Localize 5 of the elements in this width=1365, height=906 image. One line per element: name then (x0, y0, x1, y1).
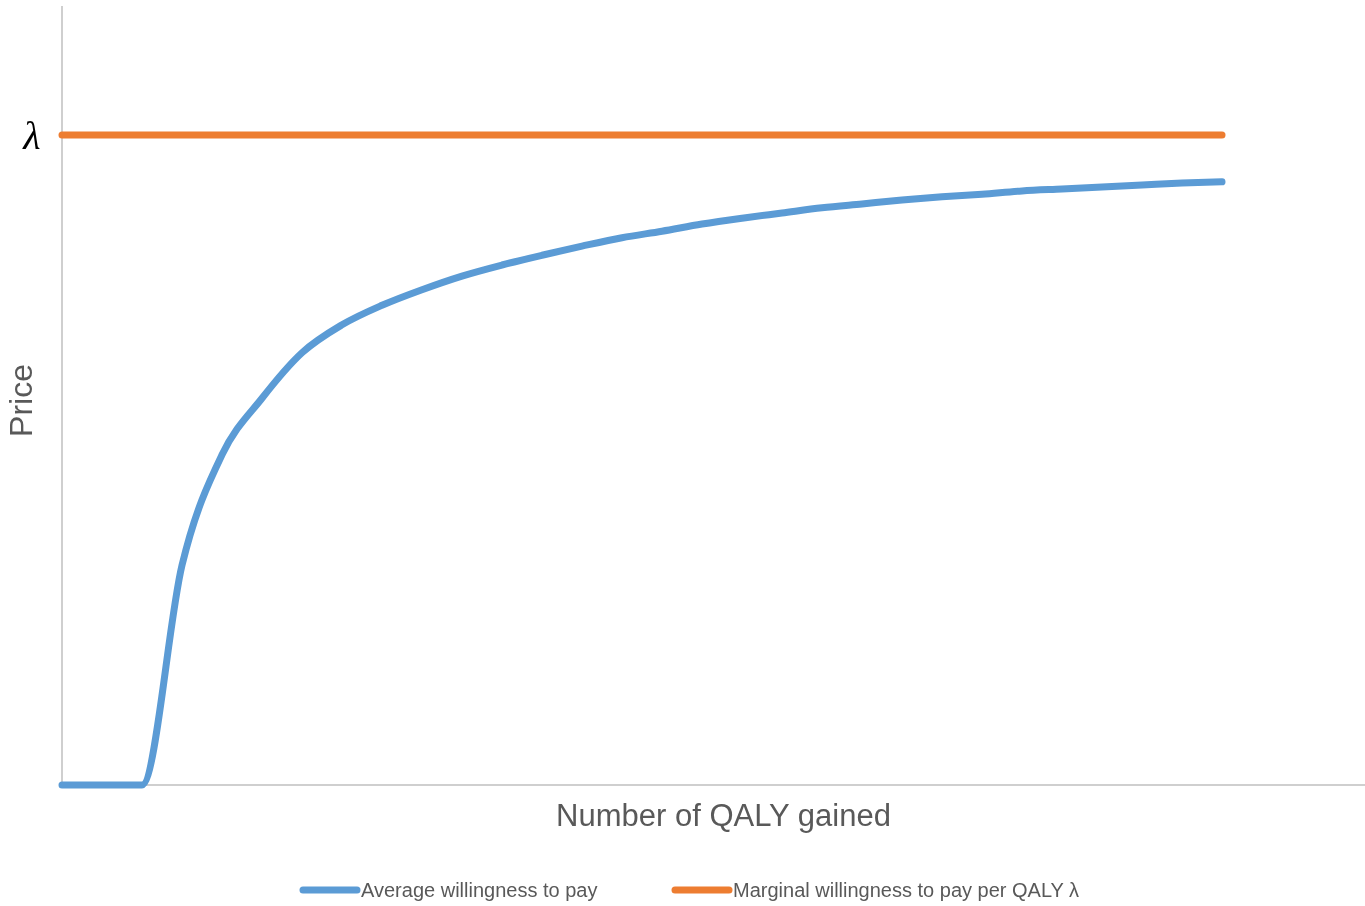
text: λ (22, 113, 41, 158)
y-axis-title: Price (3, 364, 39, 437)
legend-label: Marginal willingness to pay per QALY λ (733, 879, 1080, 901)
legend-label: Average willingness to pay (361, 879, 598, 901)
x-axis-title: Number of QALY gained (556, 798, 891, 833)
